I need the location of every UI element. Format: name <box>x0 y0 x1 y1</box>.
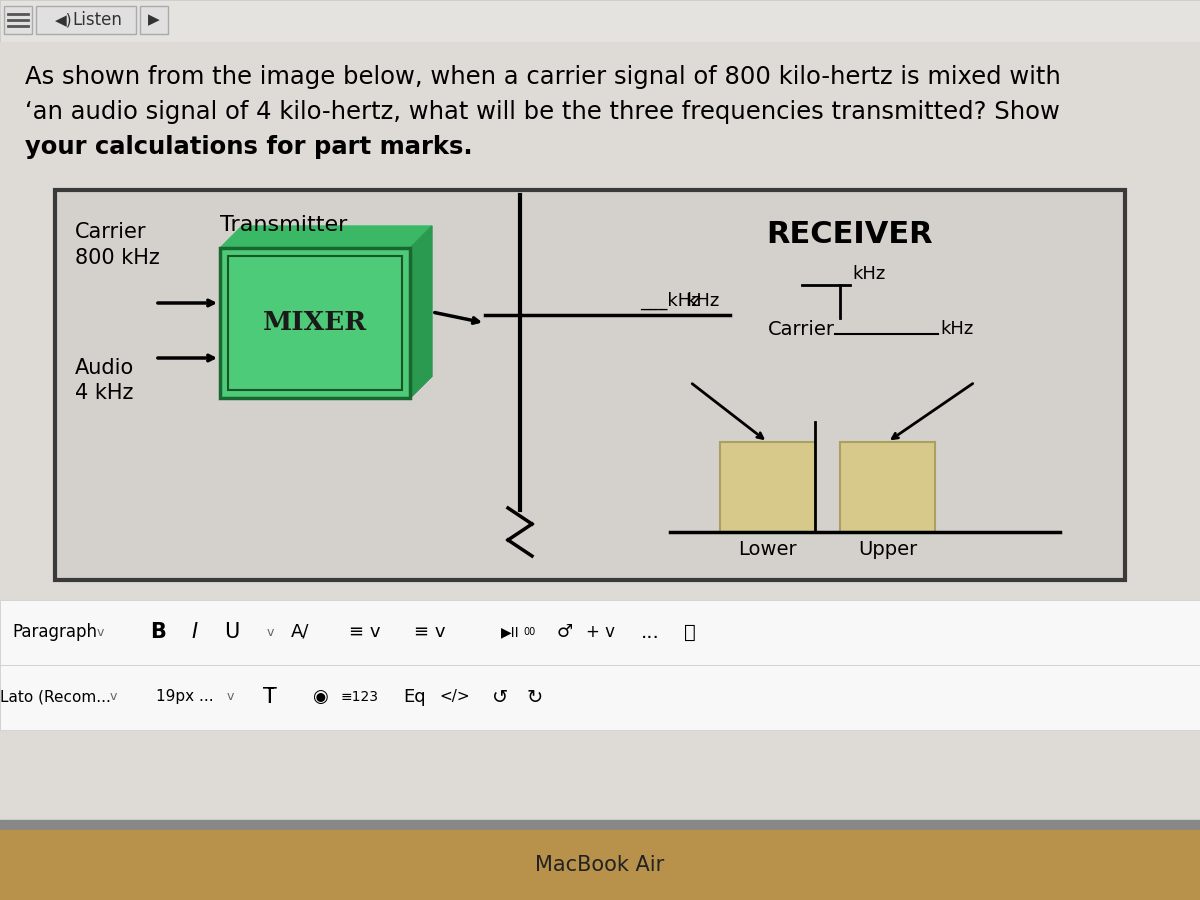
Text: ___kHz: ___kHz <box>640 292 701 310</box>
Text: Eq: Eq <box>403 688 426 706</box>
Text: MacBook Air: MacBook Air <box>535 855 665 875</box>
Bar <box>220 248 410 398</box>
Text: ♂: ♂ <box>557 623 574 641</box>
Text: T̄: T̄ <box>263 687 277 707</box>
Text: + v: + v <box>586 623 614 641</box>
Text: ◀): ◀) <box>55 13 73 28</box>
Text: ↺: ↺ <box>492 688 508 706</box>
Text: v: v <box>109 690 116 704</box>
Text: Paragraph: Paragraph <box>12 623 97 641</box>
Text: ◉: ◉ <box>312 688 328 706</box>
Text: Listen: Listen <box>72 11 122 29</box>
Bar <box>0 830 1200 900</box>
Bar <box>720 442 815 532</box>
Text: ‘an audio signal of 4 kilo-hertz, what will be the three frequencies transmitted: ‘an audio signal of 4 kilo-hertz, what w… <box>25 100 1060 124</box>
Text: Carrier: Carrier <box>768 320 835 339</box>
Bar <box>0 0 1200 42</box>
Text: 800 kHz: 800 kHz <box>74 248 160 268</box>
Text: kHz: kHz <box>852 265 886 283</box>
Text: v: v <box>266 626 274 638</box>
Bar <box>55 190 1126 580</box>
Bar <box>4 6 32 34</box>
Bar <box>0 730 1200 820</box>
Text: Carrier: Carrier <box>74 222 146 242</box>
Polygon shape <box>410 226 432 398</box>
Polygon shape <box>220 376 432 398</box>
Text: Lower: Lower <box>738 540 797 559</box>
Text: ≡ v: ≡ v <box>349 623 380 641</box>
Text: ↻: ↻ <box>527 688 544 706</box>
Text: </>: </> <box>439 689 470 705</box>
Text: ...: ... <box>641 623 659 642</box>
Bar <box>228 256 402 390</box>
Text: MIXER: MIXER <box>263 310 367 336</box>
Text: 19px ...: 19px ... <box>156 689 214 705</box>
Text: kHz: kHz <box>686 292 720 310</box>
Bar <box>0 42 1200 682</box>
Text: ≡ v: ≡ v <box>414 623 445 641</box>
Text: kHz: kHz <box>940 320 973 338</box>
Text: Audio: Audio <box>74 358 134 378</box>
Text: B: B <box>150 622 166 642</box>
Text: Lato (Recom...: Lato (Recom... <box>0 689 110 705</box>
Text: As shown from the image below, when a carrier signal of 800 kilo-hertz is mixed : As shown from the image below, when a ca… <box>25 65 1061 89</box>
Text: your calculations for part marks.: your calculations for part marks. <box>25 135 473 159</box>
Text: 00: 00 <box>524 627 536 637</box>
Bar <box>140 6 168 34</box>
Bar <box>36 6 136 34</box>
Text: ≡123: ≡123 <box>341 690 379 704</box>
Polygon shape <box>220 226 432 248</box>
Text: 4 kHz: 4 kHz <box>74 383 133 403</box>
Text: v: v <box>227 690 234 704</box>
Bar <box>0 665 1200 730</box>
Text: v: v <box>96 626 103 638</box>
Text: A/: A/ <box>290 623 310 641</box>
Bar <box>840 442 935 532</box>
Text: ▶II: ▶II <box>500 625 520 639</box>
Text: I: I <box>192 622 198 642</box>
Text: ⤢: ⤢ <box>684 623 696 642</box>
Text: U: U <box>224 622 240 642</box>
Bar <box>0 820 1200 830</box>
Text: Upper: Upper <box>858 540 917 559</box>
Text: ▶: ▶ <box>148 13 160 28</box>
Bar <box>0 600 1200 665</box>
Text: Transmitter: Transmitter <box>220 215 347 235</box>
Text: RECEIVER: RECEIVER <box>767 220 934 249</box>
